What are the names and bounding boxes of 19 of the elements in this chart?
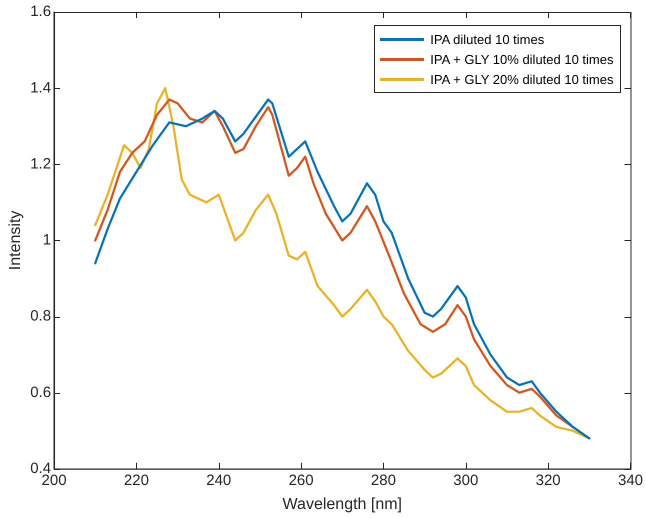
x-axis-title: Wavelength [nm]	[282, 496, 402, 513]
y-axis-title: Intensity	[7, 210, 24, 270]
x-tick-label: 320	[536, 472, 561, 489]
x-tick-label: 200	[42, 472, 67, 489]
x-tick-label: 240	[206, 472, 232, 489]
y-tick-label: 0.8	[30, 308, 52, 325]
y-tick-label: 1	[42, 232, 52, 249]
y-tick-label: 1.2	[30, 155, 52, 172]
y-tick-label: 0.6	[30, 384, 52, 401]
x-tick-label: 300	[453, 472, 478, 489]
x-tick-label: 220	[124, 472, 149, 489]
x-tick-label: 260	[288, 472, 314, 489]
legend-label: IPA + GLY 20% diluted 10 times	[430, 72, 614, 86]
y-tick-label: 1.6	[30, 3, 52, 20]
x-tick-label: 280	[370, 472, 396, 489]
x-tick-label: 340	[618, 472, 643, 489]
legend-label: IPA diluted 10 times	[430, 32, 544, 46]
legend-label: IPA + GLY 10% diluted 10 times	[430, 52, 614, 66]
y-tick-label: 1.4	[30, 79, 52, 96]
